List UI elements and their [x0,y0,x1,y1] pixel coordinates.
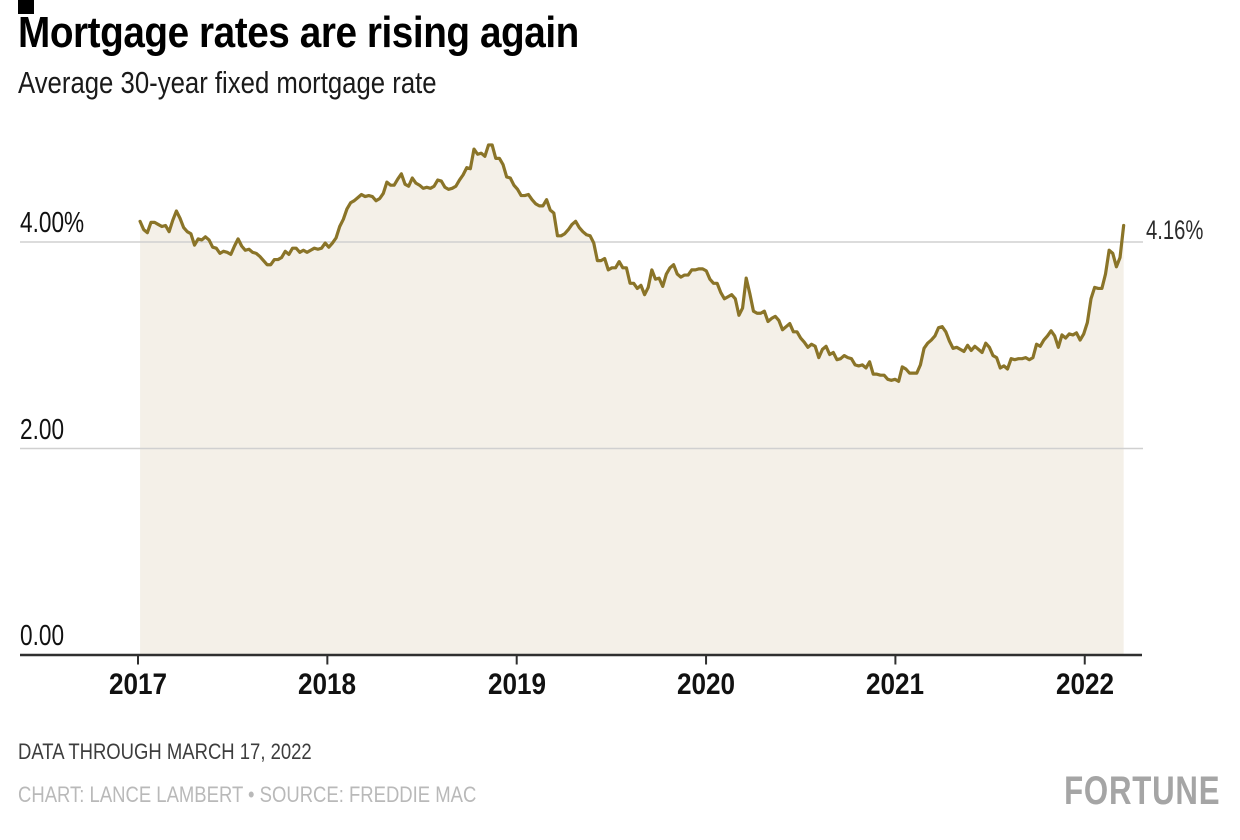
y-tick-label: 0.00 [20,620,65,652]
x-tick-label: 2022 [1055,668,1114,701]
data-note: DATA THROUGH MARCH 17, 2022 [18,739,312,764]
rate-line [138,143,1126,383]
cropped-header-mark [18,0,34,14]
x-tick-label: 2019 [487,668,546,701]
credit-line: CHART: LANCE LAMBERT • SOURCE: FREDDIE M… [18,782,477,807]
x-tick-label: 2021 [866,668,925,701]
chart-title: Mortgage rates are rising again [18,8,579,57]
x-tick-label: 2020 [677,668,736,701]
latest-value-label: 4.16% [1146,215,1204,245]
chart-subtitle: Average 30-year fixed mortgage rate [18,65,437,100]
fortune-logo: FORTUNE [1063,769,1220,813]
x-tick-label: 2017 [108,668,168,701]
y-tick-label: 4.00% [20,207,85,239]
x-tick-label: 2018 [298,668,357,701]
area-fill [140,144,1124,655]
y-tick-label: 2.00 [20,413,65,446]
